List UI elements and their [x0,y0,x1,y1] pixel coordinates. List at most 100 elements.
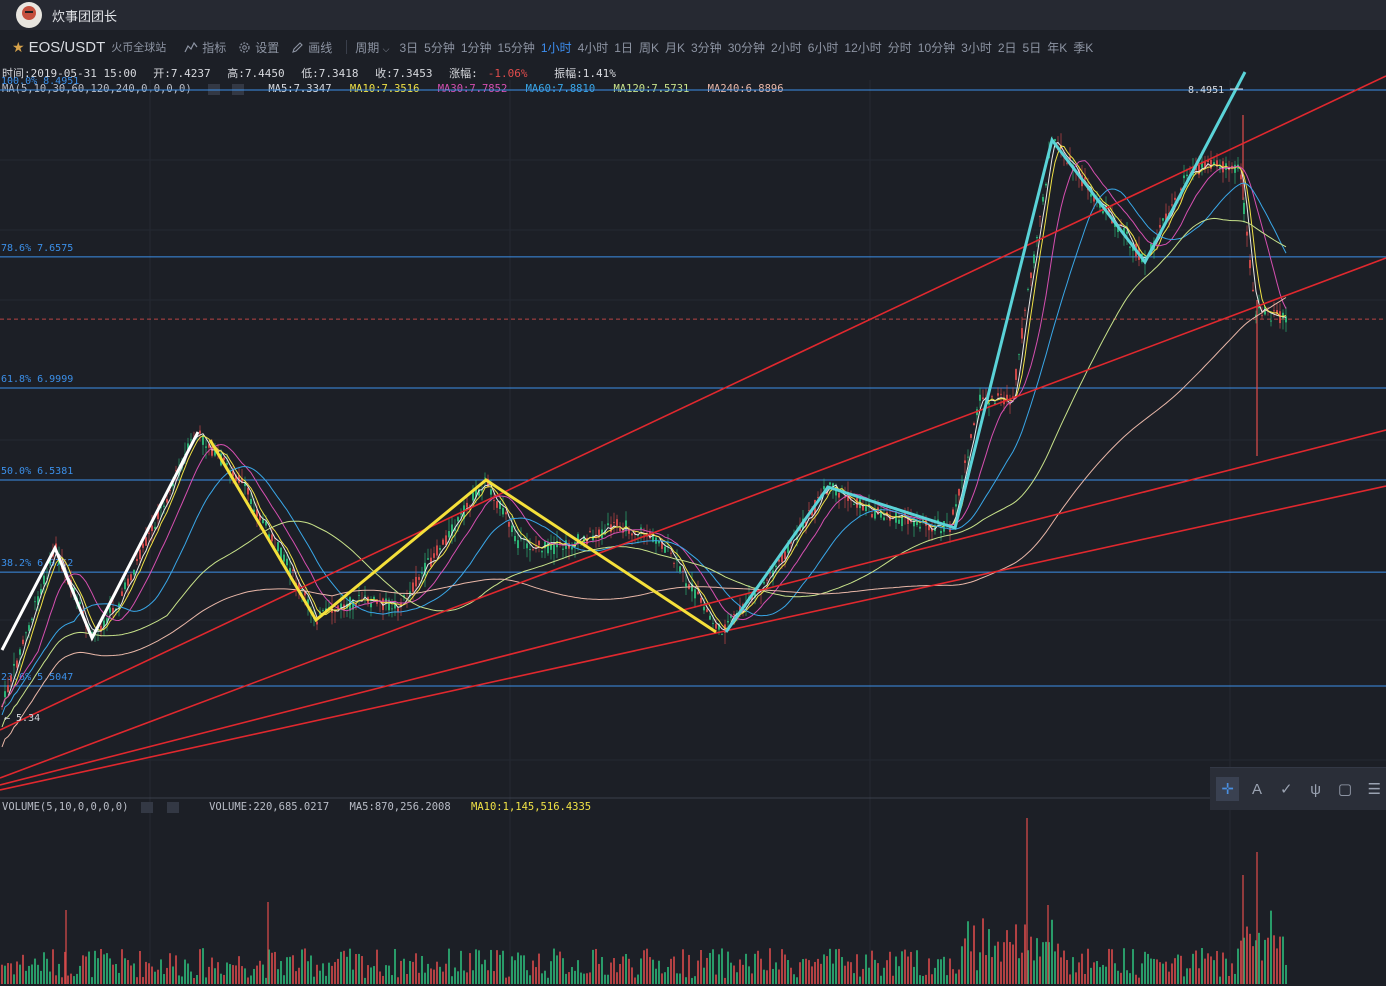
period-tab[interactable]: 1小时 [540,40,572,55]
volume-bar [754,953,756,984]
period-tab[interactable]: 15分钟 [497,40,535,55]
volume-bar [64,951,66,984]
period-tab[interactable]: 分时 [887,40,912,55]
candle-body [241,478,243,483]
candle-body [532,549,534,551]
symbol-pair[interactable]: EOS/USDT [28,38,106,56]
candle-body [1123,228,1125,235]
wave-white [0,431,200,651]
volume-bar [1081,953,1083,984]
volume-bar [928,958,930,984]
volume-bar [304,948,306,984]
period-tab[interactable]: 5日 [1022,40,1042,55]
volume-bar [556,955,558,984]
candle-body [346,603,348,609]
ma-settings-icon[interactable] [207,83,220,95]
volume-bar [469,953,471,984]
volume-bar [1120,972,1122,984]
ma120-value: MA120:7.5731 [613,83,690,95]
period-tab[interactable]: 5分钟 [424,40,455,55]
volume-bar [460,950,462,984]
candle-body [460,512,462,515]
candle-body [16,660,18,668]
draw-button[interactable]: 画线 [291,39,332,56]
period-tab[interactable]: 10分钟 [917,40,956,55]
period-tab[interactable]: 2小时 [771,40,802,55]
candle-body [547,542,549,554]
text-icon[interactable]: A [1251,780,1262,798]
price-chart[interactable]: 100.0% 8.4951 78.6% 7.6575 61.8% 6.9999 50.… [0,60,1386,986]
rectangle-icon[interactable]: ▢ [1337,781,1353,798]
indicators-label: 指标 [202,40,227,55]
period-dropdown[interactable]: 周期 ⌵ [355,39,389,56]
user-avatar[interactable] [16,2,42,28]
volume-bar [1258,932,1260,984]
volume-bar [1147,953,1149,984]
period-tab[interactable]: 月K [664,40,685,55]
volume-bar [877,963,879,984]
volume-legend: VOLUME(5,10,0,0,0,0) VOLUME:220,685.0217… [2,801,605,813]
chart-labels: 8.4951 ← 5.34 [4,85,1243,724]
candle-body [538,540,540,546]
brush-icon[interactable]: ✓ [1280,781,1293,798]
candle-body [481,490,483,492]
period-tab[interactable]: 季K [1073,40,1094,55]
volume-bar [163,974,165,984]
trend-line [0,429,1386,786]
volume-bar [475,949,477,984]
volume-bar [631,967,633,984]
candle-body [1024,309,1026,311]
period-tab[interactable]: 周K [638,40,659,55]
favorite-star-icon[interactable]: ★ [12,38,25,55]
candle-body [955,504,957,507]
ma-close-icon[interactable] [231,83,244,95]
period-tab[interactable]: 12小时 [844,40,882,55]
candle-body [694,589,696,599]
candle-body [919,526,921,529]
pitchfork-icon[interactable]: ψ [1310,780,1321,798]
period-tab[interactable]: 6小时 [807,40,839,55]
period-tab[interactable]: 4小时 [577,40,609,55]
candle-body [562,548,564,550]
candle-body [394,602,396,609]
volume-settings-icon[interactable] [140,801,153,813]
period-tab[interactable]: 2日 [997,40,1017,55]
period-tab[interactable]: 年K [1047,40,1068,55]
period-tab[interactable]: 3日 [399,40,419,55]
candle-body [952,509,954,515]
volume-bar [589,972,591,984]
crosshair-icon[interactable]: ✛ [1216,777,1240,801]
volume-bar [499,954,501,984]
volume-bar [1123,948,1125,984]
more-tools-icon[interactable]: ☰ [1367,781,1382,798]
volume-bar [298,967,300,984]
volume-bar [148,963,150,984]
candle-body [805,521,807,527]
wave-cyan [724,71,1247,633]
volume-bar [394,948,396,984]
volume-bar [664,972,666,984]
candle-body [1042,197,1044,202]
volume-bar [409,961,411,984]
volume-bar [208,966,210,984]
volume-close-icon[interactable] [166,801,179,813]
volume-bar [16,961,18,984]
period-tab[interactable]: 3分钟 [691,40,722,55]
period-tab[interactable]: 3小时 [961,40,992,55]
candle-body [238,475,240,483]
volume-bar [934,967,936,984]
volume-bar [1225,958,1227,984]
period-tab[interactable]: 1分钟 [460,40,492,55]
period-tab[interactable]: 30分钟 [727,40,766,55]
indicators-button[interactable]: 指标 [184,39,226,56]
period-tab[interactable]: 1日 [614,40,633,55]
volume-ma5: MA5:870,256.2008 [349,801,451,813]
settings-button[interactable]: 设置 [238,39,279,56]
candle-body [961,479,963,481]
ma-line [1,297,1287,748]
candle-body [811,511,813,516]
volume-bar [688,954,690,984]
candle-body [1000,393,1002,395]
volume-bar [1198,968,1200,984]
candle-body [1285,316,1287,323]
